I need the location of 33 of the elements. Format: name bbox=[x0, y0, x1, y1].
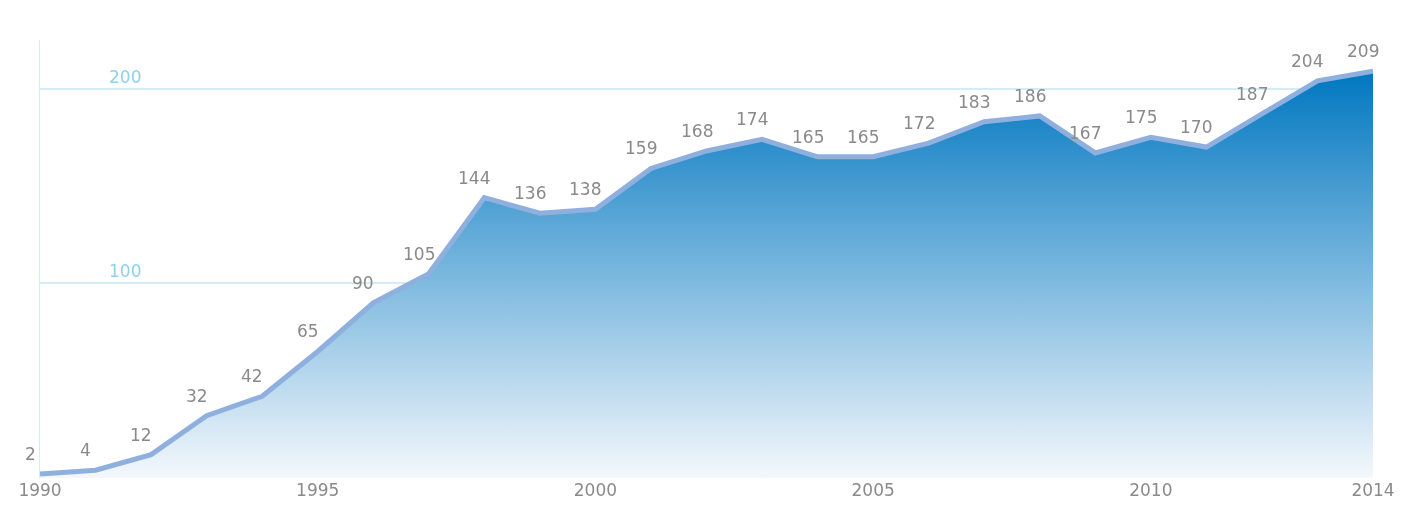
data-label: 65 bbox=[297, 321, 319, 341]
x-tick-label: 1990 bbox=[18, 480, 62, 500]
data-label: 175 bbox=[1125, 107, 1158, 127]
x-tick-label: 2014 bbox=[1351, 480, 1395, 500]
data-label: 183 bbox=[958, 92, 991, 112]
data-label: 144 bbox=[458, 168, 491, 188]
data-label: 165 bbox=[792, 127, 825, 147]
data-label: 42 bbox=[241, 366, 263, 386]
data-label: 187 bbox=[1236, 84, 1269, 104]
data-label: 165 bbox=[847, 127, 880, 147]
data-label: 136 bbox=[514, 183, 547, 203]
data-label: 2 bbox=[25, 444, 36, 464]
data-label: 32 bbox=[186, 386, 208, 406]
x-tick-label: 2000 bbox=[573, 480, 618, 500]
x-tick-label: 2005 bbox=[851, 480, 895, 500]
data-label: 159 bbox=[625, 138, 658, 158]
data-label: 167 bbox=[1069, 123, 1102, 143]
data-label: 168 bbox=[681, 121, 714, 141]
data-label: 12 bbox=[130, 425, 152, 445]
data-label: 209 bbox=[1347, 41, 1380, 61]
data-label: 170 bbox=[1180, 117, 1213, 137]
y-tick-label: 200 bbox=[109, 67, 142, 87]
data-label: 105 bbox=[403, 244, 436, 264]
y-tick-label: 100 bbox=[109, 261, 142, 281]
data-label: 4 bbox=[80, 440, 91, 460]
data-label: 186 bbox=[1014, 86, 1047, 106]
data-label: 174 bbox=[736, 109, 769, 129]
x-tick-label: 1995 bbox=[296, 480, 340, 500]
data-label: 138 bbox=[569, 179, 602, 199]
data-label: 204 bbox=[1291, 51, 1324, 71]
x-tick-label: 2010 bbox=[1129, 480, 1173, 500]
data-label: 172 bbox=[903, 113, 936, 133]
data-label: 90 bbox=[352, 273, 374, 293]
